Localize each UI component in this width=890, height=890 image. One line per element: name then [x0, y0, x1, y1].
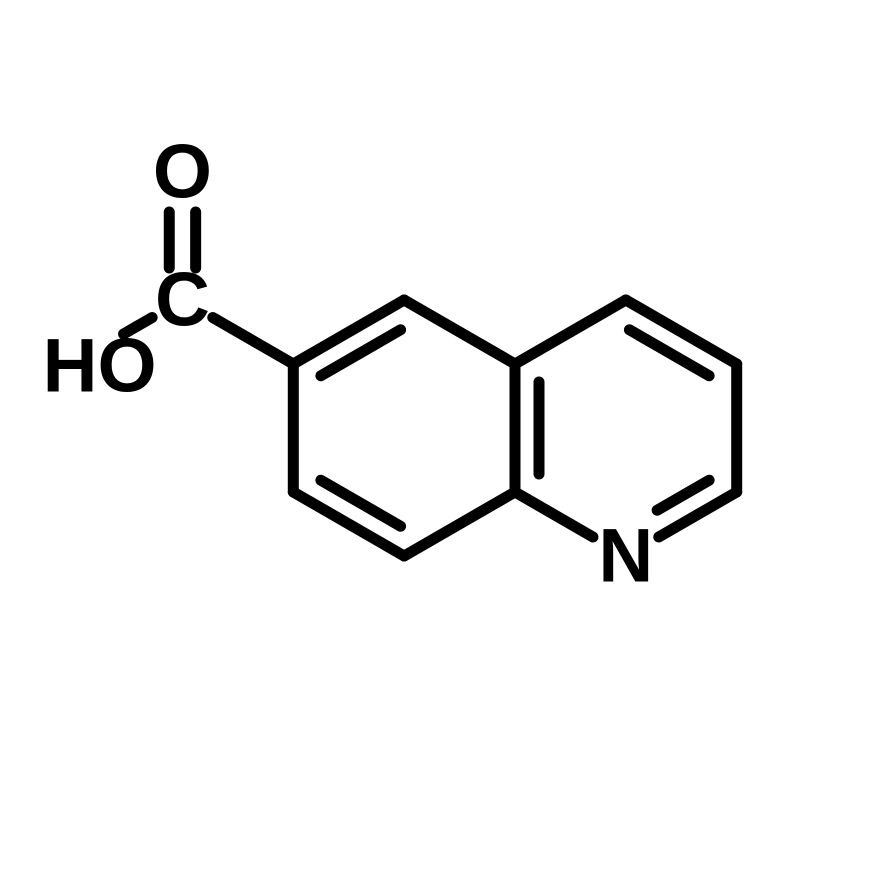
label-ho: HO: [43, 324, 157, 409]
ring-fg: [404, 492, 515, 556]
ring-ab: [515, 300, 626, 364]
sub-ik: [213, 318, 294, 364]
ring-ja: [404, 300, 515, 364]
label-n: N: [598, 514, 653, 599]
molecule-canvas: CO N HO: [0, 0, 890, 890]
label-c: C: [155, 258, 210, 343]
ring-ef: [515, 492, 593, 537]
label-o: O: [153, 130, 212, 215]
ring-de-inner: [657, 480, 709, 510]
